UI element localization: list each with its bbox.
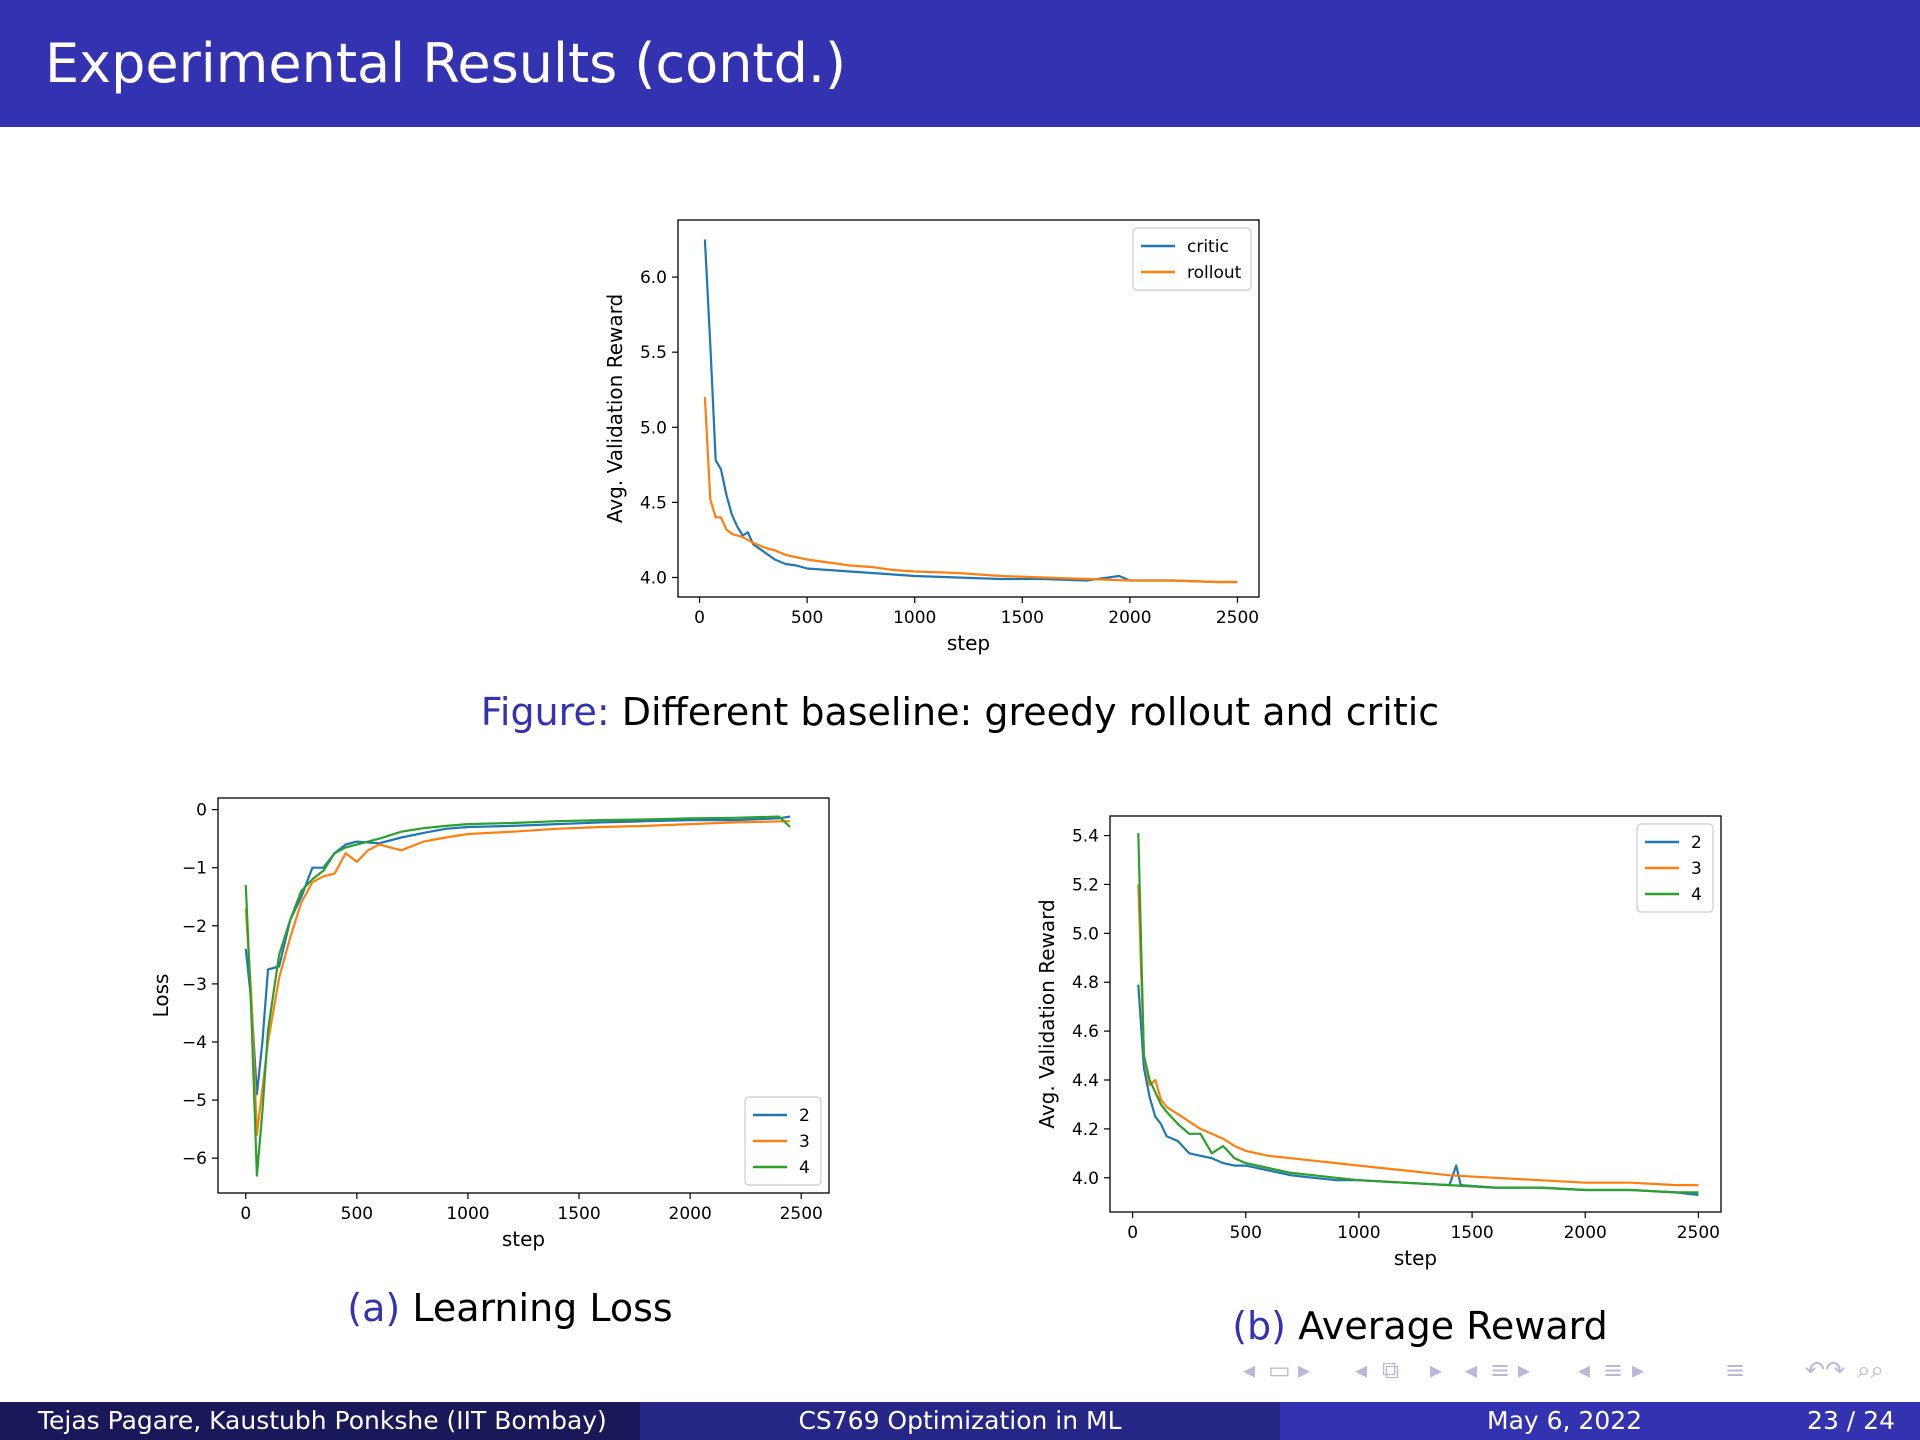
y-tick-label: 4.6 — [1072, 1022, 1099, 1042]
y-tick-label: 5.2 — [1072, 875, 1099, 895]
series-line-3 — [1137, 884, 1699, 1187]
x-tick-label: 2000 — [669, 1204, 712, 1224]
legend-label: 3 — [1691, 859, 1702, 879]
nav-back-icon[interactable]: ↶↷ — [1805, 1356, 1846, 1384]
y-tick-label: 4.8 — [1072, 973, 1099, 993]
slide-title: Experimental Results (contd.) — [45, 32, 847, 95]
y-tick-label: −1 — [182, 859, 207, 879]
caption-b-prefix: (b) — [1232, 1304, 1287, 1348]
legend-label: 3 — [799, 1132, 810, 1152]
y-tick-label: −3 — [182, 975, 207, 995]
nav-left-arrow-icon[interactable]: ◂ — [1578, 1356, 1591, 1384]
series-line-rollout — [703, 397, 1238, 584]
nav-frame-icon[interactable]: ▭ — [1268, 1356, 1291, 1384]
legend-label: 2 — [1691, 833, 1702, 853]
x-tick-label: 1000 — [446, 1204, 489, 1224]
x-tick-label: 2000 — [1108, 608, 1151, 628]
x-tick-label: 500 — [791, 608, 823, 628]
learning-loss-chart: 0 500 1000 1500 2000 2500 0 −1 −2 −3 −4 −5 −6 step Los… — [149, 797, 830, 1251]
series-line-3 — [244, 820, 791, 1136]
footer-authors-box: Tejas Pagare, Kaustubh Ponkshe (IIT Bomb… — [0, 1402, 640, 1440]
x-tick-label: 0 — [1127, 1223, 1138, 1243]
legend-label: critic — [1187, 237, 1229, 257]
x-axis-label: step — [1394, 1246, 1437, 1270]
footer: Tejas Pagare, Kaustubh Ponkshe (IIT Bomb… — [0, 1402, 1920, 1440]
navigation-symbols: ◂ ▭ ▸ ◂ ⧉ ▸ ◂ ≡ ▸ ◂ ≡ ▸ ≡ ↶↷ ⌕⌕ — [1240, 1356, 1910, 1392]
y-tick-label: 0 — [196, 801, 207, 821]
legend — [1132, 227, 1252, 291]
figure-caption-a: (a) Learning Loss — [240, 1286, 780, 1330]
caption-a-prefix: (a) — [347, 1286, 401, 1330]
x-tick-label: 0 — [240, 1204, 251, 1224]
x-axis-label: step — [502, 1227, 545, 1251]
y-axis-label: Avg. Validation Reward — [603, 294, 627, 523]
x-tick-label: 500 — [341, 1204, 373, 1224]
caption-text: Different baseline: greedy rollout and c… — [621, 690, 1440, 734]
y-tick-label: 5.0 — [1072, 924, 1099, 944]
average-reward-chart: 0 500 1000 1500 2000 2500 4.0 4.2 4.4 4.6 4.8 5.0 5.… — [1035, 815, 1722, 1270]
y-tick-label: 5.4 — [1072, 827, 1099, 847]
x-tick-label: 2500 — [780, 1204, 823, 1224]
figure-caption-b: (b) Average Reward — [1150, 1304, 1690, 1348]
nav-right-arrow-icon[interactable]: ▸ — [1298, 1356, 1311, 1384]
y-axis-label: Loss — [149, 974, 173, 1018]
nav-subsection-icon[interactable]: ⧉ — [1382, 1356, 1400, 1384]
footer-authors: Tejas Pagare, Kaustubh Ponkshe (IIT Bomb… — [38, 1406, 607, 1435]
x-axis-label: step — [947, 631, 990, 655]
x-tick-label: 1500 — [1001, 608, 1044, 628]
footer-page: 23 / 24 — [1807, 1406, 1895, 1435]
y-tick-label: −2 — [182, 917, 207, 937]
nav-section-icon[interactable]: ≡ — [1490, 1356, 1511, 1384]
nav-right-arrow-icon[interactable]: ▸ — [1430, 1356, 1443, 1384]
series-line-4 — [244, 815, 791, 1177]
caption-prefix: Figure: — [480, 690, 610, 734]
y-tick-label: −4 — [182, 1033, 207, 1053]
legend-label: rollout — [1187, 263, 1242, 283]
x-tick-label: 0 — [694, 608, 705, 628]
x-tick-label: 1000 — [1337, 1223, 1380, 1243]
legend-label: 2 — [799, 1106, 810, 1126]
x-tick-label: 2500 — [1216, 608, 1259, 628]
footer-course: CS769 Optimization in ML — [798, 1406, 1122, 1435]
caption-a-text: Learning Loss — [412, 1286, 673, 1330]
nav-align-icon[interactable]: ≡ — [1725, 1356, 1746, 1384]
caption-b-text: Average Reward — [1298, 1304, 1608, 1348]
title-bar: Experimental Results (contd.) — [0, 0, 1920, 127]
x-tick-label: 1500 — [1450, 1223, 1493, 1243]
y-tick-label: 6.0 — [640, 268, 667, 288]
y-axis-label: Avg. Validation Reward — [1035, 899, 1059, 1128]
y-tick-label: 4.0 — [640, 568, 667, 588]
y-tick-label: 4.2 — [1072, 1120, 1099, 1140]
y-tick-label: −6 — [182, 1149, 207, 1169]
nav-left-arrow-icon[interactable]: ◂ — [1465, 1356, 1478, 1384]
series-line-4 — [1137, 833, 1699, 1194]
nav-right-arrow-icon[interactable]: ▸ — [1632, 1356, 1645, 1384]
footer-date-box: May 6, 2022 23 / 24 — [1280, 1402, 1920, 1440]
y-tick-label: 5.5 — [640, 343, 667, 363]
reward-baseline-chart: 0 500 1000 1500 2000 2500 4.0 4.5 5.0 5.5 6.0 step A… — [603, 219, 1260, 655]
y-tick-label: 4.0 — [1072, 1169, 1099, 1189]
figure-caption-top: Figure: Different baseline: greedy rollo… — [360, 690, 1560, 734]
nav-right-arrow-icon[interactable]: ▸ — [1518, 1356, 1531, 1384]
legend-label: 4 — [1691, 885, 1702, 905]
footer-date: May 6, 2022 — [1487, 1406, 1643, 1435]
y-tick-label: 5.0 — [640, 418, 667, 438]
plot-area — [1109, 815, 1722, 1213]
nav-left-arrow-icon[interactable]: ◂ — [1243, 1356, 1256, 1384]
y-tick-label: 4.4 — [1072, 1071, 1099, 1091]
y-tick-label: 4.5 — [640, 493, 667, 513]
nav-left-arrow-icon[interactable]: ◂ — [1355, 1356, 1368, 1384]
nav-search-icon[interactable]: ⌕⌕ — [1857, 1356, 1884, 1384]
footer-course-box: CS769 Optimization in ML — [640, 1402, 1280, 1440]
y-tick-label: −5 — [182, 1091, 207, 1111]
legend-label: 4 — [799, 1158, 810, 1178]
x-tick-label: 1000 — [893, 608, 936, 628]
x-tick-label: 1500 — [557, 1204, 600, 1224]
nav-doc-icon[interactable]: ≡ — [1603, 1356, 1624, 1384]
x-tick-label: 2000 — [1564, 1223, 1607, 1243]
plot-area — [217, 797, 830, 1194]
x-tick-label: 2500 — [1677, 1223, 1720, 1243]
x-tick-label: 500 — [1230, 1223, 1262, 1243]
